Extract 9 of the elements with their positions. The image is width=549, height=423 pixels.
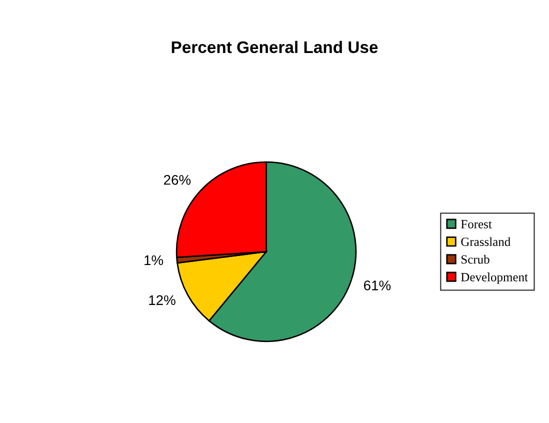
- legend-label: Scrub: [461, 254, 490, 264]
- legend-label: Grassland: [461, 237, 510, 246]
- data-label: 26%: [164, 174, 191, 185]
- legend-label: Forest: [461, 220, 492, 228]
- data-label: 12%: [149, 295, 176, 306]
- data-label: 1%: [144, 255, 164, 266]
- data-label: 61%: [364, 280, 391, 290]
- legend-label: Development: [461, 272, 528, 284]
- chart-title: Percent General Land Use: [172, 40, 378, 54]
